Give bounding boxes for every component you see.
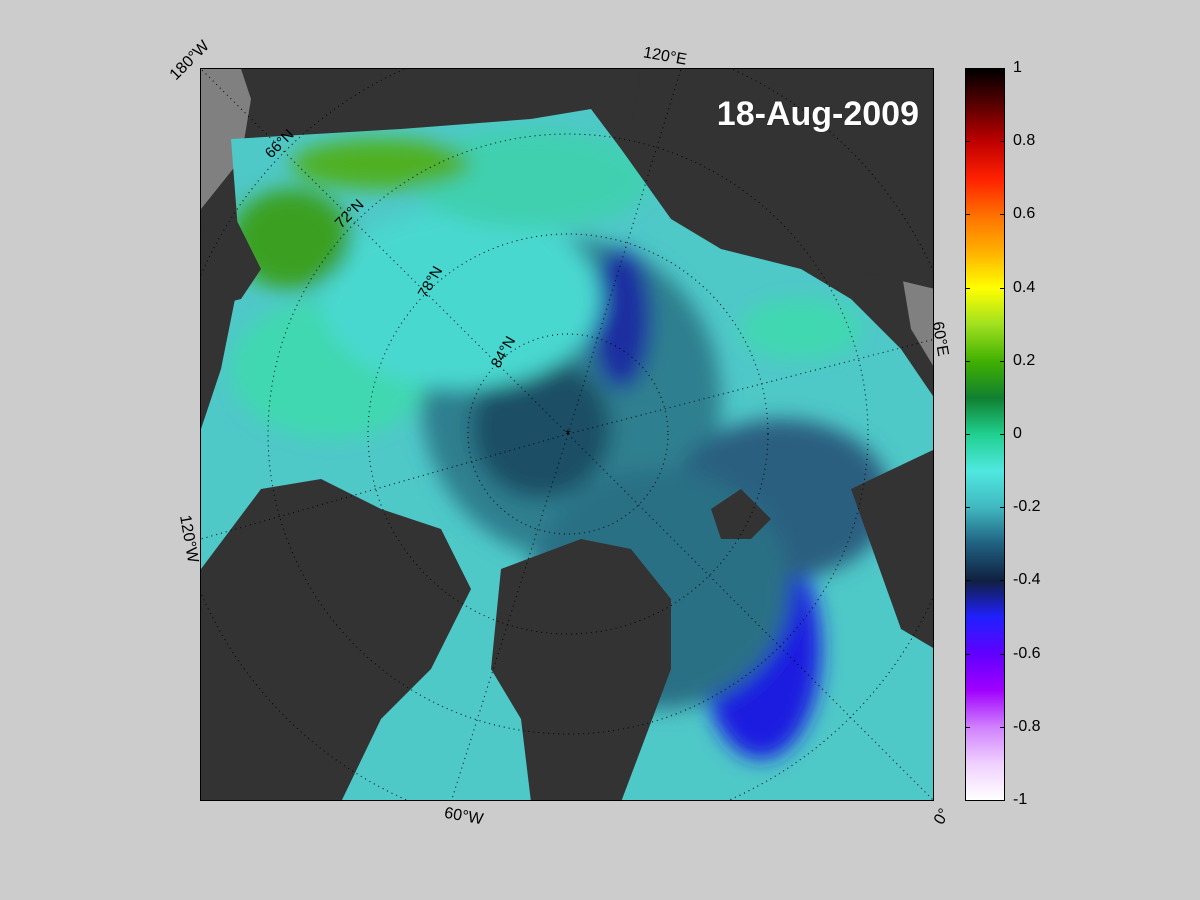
- colorbar-tick-label: -0.4: [1013, 571, 1041, 589]
- alaska-landmass: [201, 209, 261, 309]
- colorbar-tick-label: 0.4: [1013, 278, 1036, 296]
- date-label: 18-Aug-2009: [716, 95, 919, 133]
- label-120e: 120°E: [641, 44, 688, 69]
- colorbar-tick-mark: [1000, 507, 1005, 509]
- siberia-landmass: [631, 69, 933, 289]
- colorbar-tick-mark: [965, 653, 970, 655]
- colorbar-tick-mark: [1000, 653, 1005, 655]
- arctic-map: * 66°N 72°N 78°N 84°N: [201, 69, 933, 800]
- pole-marker: *: [565, 426, 571, 442]
- label-60w: 60°W: [442, 804, 485, 829]
- colorbar-tick-mark: [965, 68, 970, 69]
- colorbar-tick-mark: [965, 434, 970, 435]
- colorbar-tick-label: -1: [1013, 791, 1028, 808]
- canadian-archipelago-landmass: [201, 479, 471, 800]
- colorbar-tick-mark: [965, 287, 970, 289]
- colorbar-tick-label: 0.8: [1013, 132, 1036, 150]
- colorbar-tick-mark: [965, 214, 970, 216]
- colorbar-tick-label: 0.2: [1013, 351, 1036, 369]
- sea-surface-field: [201, 109, 933, 800]
- colorbar-tick-mark: [1000, 287, 1005, 289]
- label-120w: 120°W: [176, 513, 202, 565]
- no-data-region: [201, 69, 251, 209]
- svalbard-landmass: [711, 489, 771, 539]
- colorbar-tick-mark: [1000, 68, 1005, 69]
- colorbar-tick-mark: [965, 726, 970, 728]
- colorbar-tick-mark: [1000, 434, 1005, 435]
- colorbar-tick-mark: [965, 141, 970, 143]
- colorbar-tick-label: -0.8: [1013, 717, 1041, 735]
- colorbar-tick-mark: [1000, 800, 1005, 801]
- colorbar-tick-mark: [1000, 360, 1005, 362]
- colorbar-tick-mark: [1000, 214, 1005, 216]
- colorbar-tick-label: 0.6: [1013, 205, 1036, 223]
- colorbar-tick-mark: [1000, 726, 1005, 728]
- colorbar-tick-mark: [965, 507, 970, 509]
- colorbar-tick-label: -0.6: [1013, 644, 1041, 662]
- label-0: 0°: [931, 805, 954, 828]
- colorbar-tick-label: 0: [1013, 425, 1022, 442]
- scandinavia-landmass: [851, 449, 933, 648]
- colorbar-tick-label: -0.2: [1013, 498, 1041, 516]
- graticule: [201, 69, 933, 800]
- colorbar-tick-mark: [965, 800, 970, 801]
- colorbar-tick-label: 1: [1013, 59, 1022, 76]
- colorbar-tick-mark: [1000, 580, 1005, 582]
- greenland-landmass: [491, 539, 671, 800]
- colorbar: [965, 68, 1005, 801]
- colorbar-tick-mark: [965, 360, 970, 362]
- map-panel: * 66°N 72°N 78°N 84°N 18-Aug-2009: [200, 68, 934, 801]
- colorbar-tick-mark: [965, 580, 970, 582]
- colorbar-tick-mark: [1000, 141, 1005, 143]
